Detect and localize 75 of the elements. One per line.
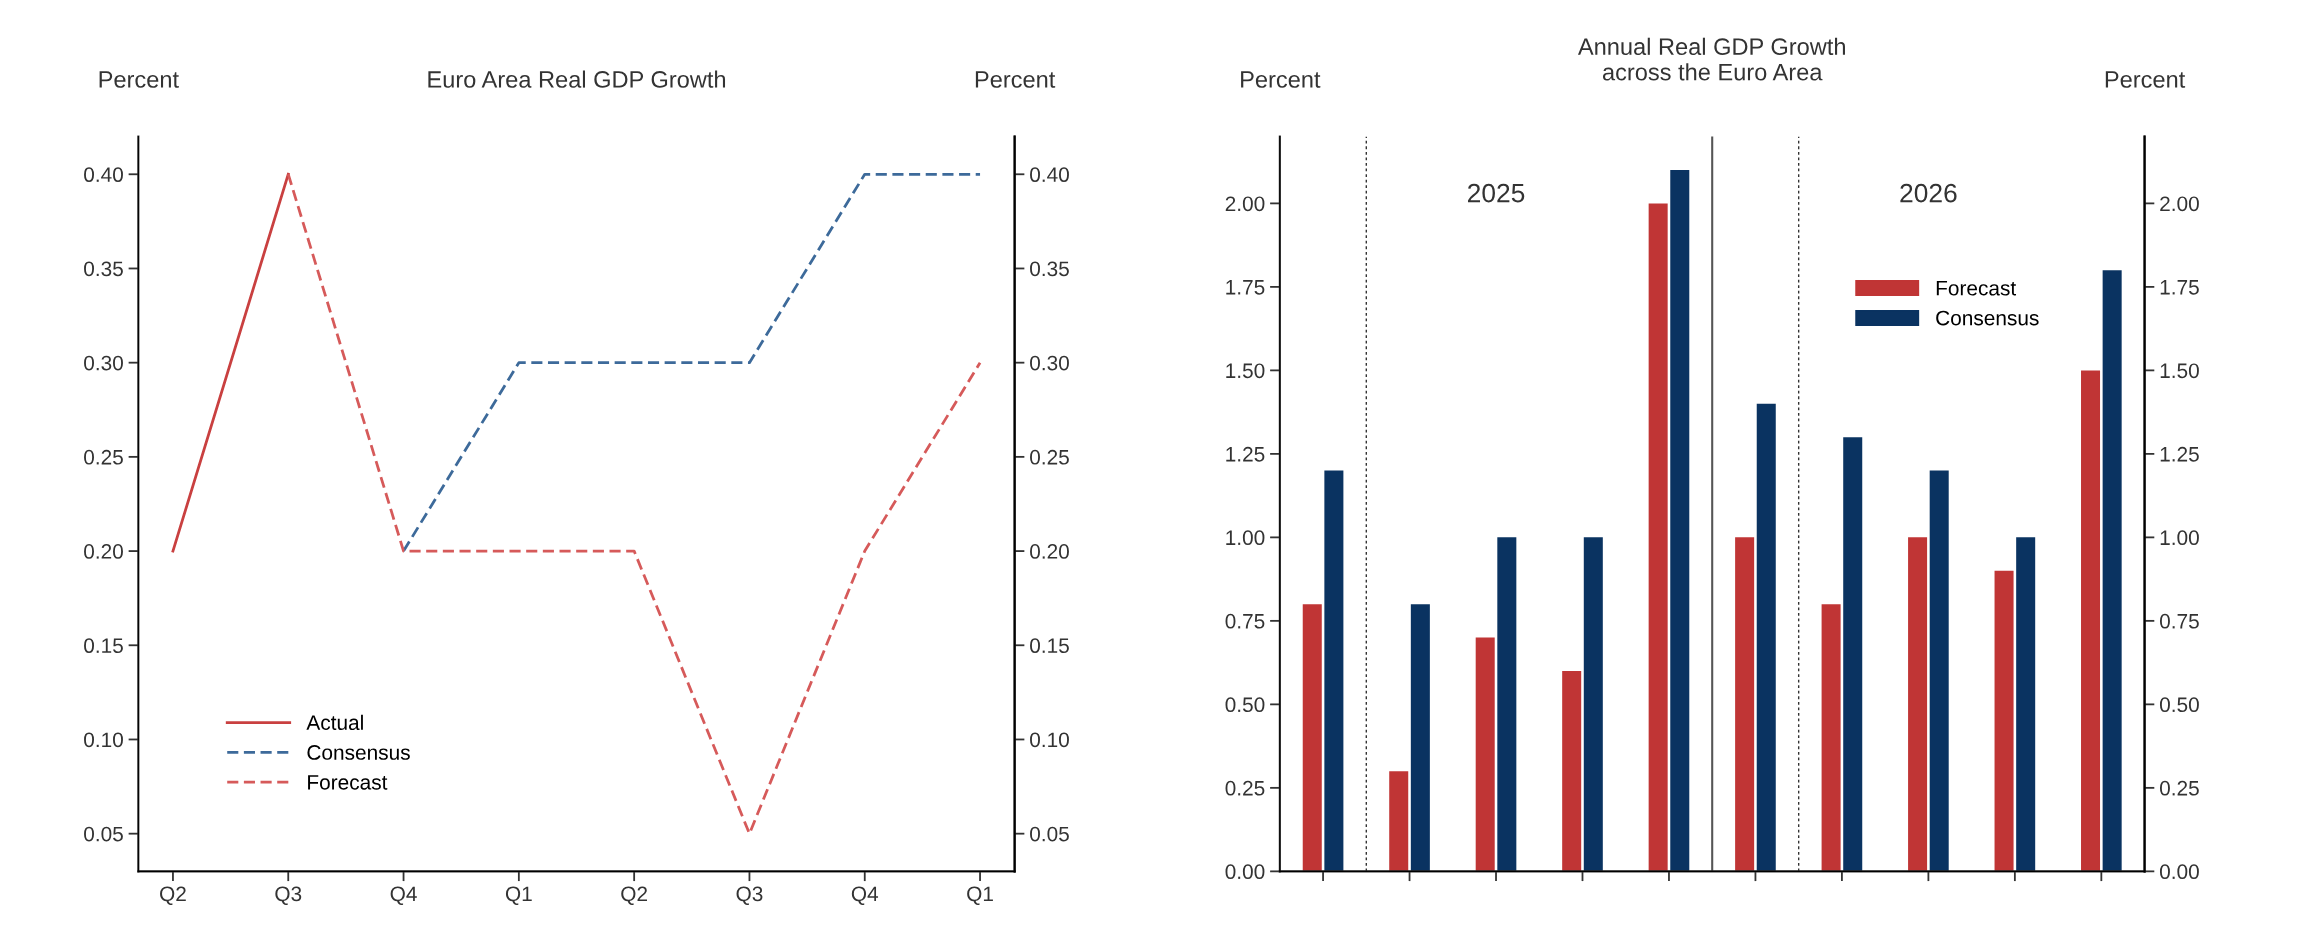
legend-label: Actual	[306, 714, 363, 731]
y-tick-label: 0.40	[84, 167, 123, 183]
y2-tick-label: 0.50	[2159, 697, 2199, 713]
bar	[1994, 570, 2014, 872]
x-tick-label: Q1	[505, 886, 532, 905]
bar	[2102, 270, 2122, 872]
legend-label: Consensus	[1936, 310, 2039, 326]
y2-tick-label: 0.25	[2159, 780, 2199, 796]
y2-axis-title: Percent	[975, 71, 1056, 88]
bar	[1670, 169, 1690, 872]
legend-label: Forecast	[308, 775, 388, 790]
y-tick-label: 0.05	[84, 826, 123, 842]
x-tick-label: Q3	[736, 886, 763, 905]
y2-tick-label: 0.10	[1030, 732, 1069, 748]
bar	[1562, 670, 1582, 872]
y2-tick-label: 0.00	[2159, 864, 2199, 880]
x-tick-label: Q3	[275, 886, 302, 905]
x-tick-label: Q4	[390, 886, 417, 905]
annotation: 2026	[1900, 183, 1957, 203]
chart-title: Euro Area Real GDP Growth	[428, 70, 726, 88]
y-tick-label: 0.75	[1225, 613, 1265, 629]
y2-axis-title: Percent	[2105, 71, 2186, 88]
x-tick-label: Q1	[967, 886, 993, 905]
y2-tick-label: 0.05	[1030, 826, 1069, 842]
y-tick-label: 0.15	[84, 638, 123, 654]
y-tick-label: 0.20	[84, 544, 123, 559]
bar	[1497, 537, 1517, 872]
bar	[2016, 537, 2036, 872]
chart-title: Annual Real GDP Growth across the Euro Area	[1577, 37, 1845, 81]
bar	[1843, 437, 1863, 872]
y2-tick-label: 1.75	[2160, 280, 2199, 295]
annotation: 2025	[1468, 183, 1525, 203]
legend-label: Forecast	[1936, 281, 2017, 296]
y-tick-label: 1.50	[1226, 363, 1265, 379]
y-tick-label: 1.00	[1226, 530, 1265, 546]
y-tick-label: 0.50	[1225, 697, 1265, 713]
x-tick-label: Q2	[621, 886, 647, 905]
y2-tick-label: 0.25	[1030, 449, 1069, 465]
y2-tick-label: 0.15	[1030, 638, 1069, 654]
bar	[1929, 470, 1949, 872]
bar	[1389, 771, 1409, 872]
y2-tick-label: 0.20	[1030, 544, 1069, 559]
y-tick-label: 1.25	[1226, 446, 1265, 462]
bar	[1756, 403, 1776, 872]
y-tick-label: 1.75	[1226, 280, 1265, 295]
bar	[1410, 604, 1430, 872]
y2-tick-label: 0.75	[2159, 613, 2199, 629]
y2-tick-label: 1.00	[2160, 530, 2199, 546]
y-tick-label: 2.00	[1225, 196, 1265, 212]
x-tick-label: Q2	[160, 886, 186, 905]
y-tick-label: 0.35	[84, 261, 123, 277]
bar	[1583, 537, 1603, 872]
x-tick-label: Q4	[851, 886, 879, 905]
y2-tick-label: 1.50	[2160, 363, 2199, 379]
y2-tick-label: 2.00	[2160, 196, 2199, 212]
bar	[1821, 604, 1841, 872]
y2-tick-label: 0.40	[1030, 167, 1069, 183]
bar	[1324, 470, 1344, 872]
y-tick-label: 0.30	[84, 355, 123, 371]
y-tick-label: 0.25	[1225, 780, 1265, 796]
y-tick-label: 0.25	[84, 449, 123, 465]
y-axis-title: Percent	[1241, 71, 1321, 88]
y-tick-label: 0.10	[84, 732, 123, 748]
bar	[1302, 604, 1322, 872]
y2-tick-label: 1.25	[2160, 446, 2199, 462]
bar	[1735, 537, 1755, 872]
y-tick-label: 0.00	[1225, 864, 1265, 880]
bar	[1475, 637, 1495, 872]
y-axis-title: Percent	[99, 71, 179, 88]
bar	[2081, 370, 2101, 872]
bar	[1908, 537, 1928, 872]
y2-tick-label: 0.30	[1030, 355, 1069, 371]
bar	[1648, 203, 1668, 872]
legend-label: Consensus	[307, 745, 410, 760]
y2-tick-label: 0.35	[1030, 261, 1069, 277]
